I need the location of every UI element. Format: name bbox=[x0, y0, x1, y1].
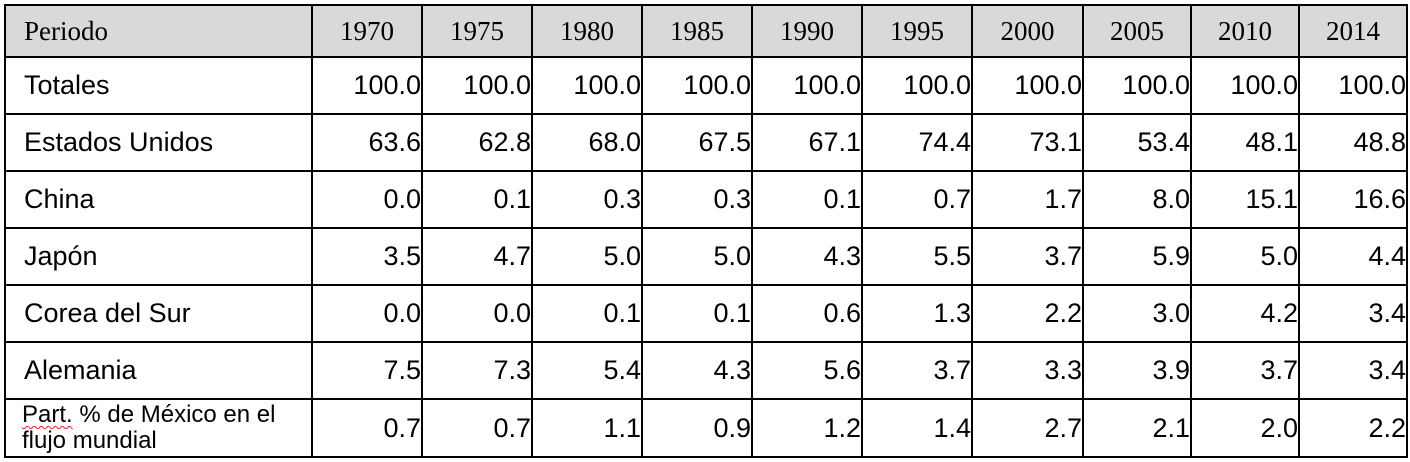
table-cell: 48.1 bbox=[1190, 113, 1300, 172]
table-cell: 0.1 bbox=[531, 284, 643, 343]
table-cell: 0.1 bbox=[421, 170, 533, 229]
table-cell: 5.0 bbox=[1190, 227, 1300, 286]
table-cell: 3.3 bbox=[971, 341, 1084, 400]
row-label-alemania: Alemania bbox=[4, 341, 313, 400]
row-label-corea-del-sur: Corea del Sur bbox=[4, 284, 313, 343]
table-cell: 5.9 bbox=[1082, 227, 1192, 286]
header-year: 2014 bbox=[1298, 4, 1408, 58]
table-cell: 68.0 bbox=[531, 113, 643, 172]
table-cell: 3.7 bbox=[1190, 341, 1300, 400]
header-year: 1980 bbox=[531, 4, 643, 58]
table-cell: 3.5 bbox=[311, 227, 423, 286]
table-row: Corea del Sur 0.0 0.0 0.1 0.1 0.6 1.3 2.… bbox=[4, 284, 1408, 343]
table-cell: 0.9 bbox=[641, 398, 753, 458]
table-cell: 1.1 bbox=[531, 398, 643, 458]
header-row: Periodo 1970 1975 1980 1985 1990 1995 20… bbox=[4, 4, 1408, 58]
header-year: 1995 bbox=[861, 4, 973, 58]
header-year: 1975 bbox=[421, 4, 533, 58]
table-cell: 0.0 bbox=[311, 284, 423, 343]
row-label-text: % de México en el flujo mundial bbox=[22, 401, 276, 454]
header-year: 1985 bbox=[641, 4, 753, 58]
header-year: 2000 bbox=[971, 4, 1084, 58]
table-cell: 100.0 bbox=[421, 56, 533, 115]
table-cell: 4.3 bbox=[751, 227, 863, 286]
table-cell: 100.0 bbox=[751, 56, 863, 115]
table-cell: 2.1 bbox=[1082, 398, 1192, 458]
table-cell: 1.4 bbox=[861, 398, 973, 458]
table-cell: 4.4 bbox=[1298, 227, 1408, 286]
header-year: 2010 bbox=[1190, 4, 1300, 58]
table-cell: 0.3 bbox=[531, 170, 643, 229]
table-row: Alemania 7.5 7.3 5.4 4.3 5.6 3.7 3.3 3.9… bbox=[4, 341, 1408, 400]
table-cell: 0.7 bbox=[861, 170, 973, 229]
table-cell: 7.5 bbox=[311, 341, 423, 400]
table-cell: 2.2 bbox=[971, 284, 1084, 343]
table-row: Estados Unidos 63.6 62.8 68.0 67.5 67.1 … bbox=[4, 113, 1408, 172]
table-row: Part. % de México en el flujo mundial 0.… bbox=[4, 398, 1408, 458]
table-cell: 0.7 bbox=[311, 398, 423, 458]
table-cell: 1.3 bbox=[861, 284, 973, 343]
table-cell: 3.9 bbox=[1082, 341, 1192, 400]
table-cell: 16.6 bbox=[1298, 170, 1408, 229]
table-cell: 0.1 bbox=[751, 170, 863, 229]
row-label-totales: Totales bbox=[4, 56, 313, 115]
data-table: Periodo 1970 1975 1980 1985 1990 1995 20… bbox=[4, 4, 1408, 458]
table-cell: 100.0 bbox=[311, 56, 423, 115]
header-periodo: Periodo bbox=[4, 4, 313, 58]
table-cell: 3.4 bbox=[1298, 341, 1408, 400]
table-cell: 0.0 bbox=[311, 170, 423, 229]
table-cell: 1.7 bbox=[971, 170, 1084, 229]
table-cell: 0.7 bbox=[421, 398, 533, 458]
table-cell: 2.2 bbox=[1298, 398, 1408, 458]
header-year: 1970 bbox=[311, 4, 423, 58]
table-cell: 100.0 bbox=[1298, 56, 1408, 115]
table-cell: 3.4 bbox=[1298, 284, 1408, 343]
table-cell: 1.2 bbox=[751, 398, 863, 458]
table-cell: 74.4 bbox=[861, 113, 973, 172]
table-cell: 48.8 bbox=[1298, 113, 1408, 172]
table-cell: 100.0 bbox=[971, 56, 1084, 115]
table-cell: 4.2 bbox=[1190, 284, 1300, 343]
table-cell: 0.1 bbox=[641, 284, 753, 343]
table-row: China 0.0 0.1 0.3 0.3 0.1 0.7 1.7 8.0 15… bbox=[4, 170, 1408, 229]
spellcheck-word: Part. bbox=[22, 401, 73, 428]
table-cell: 5.6 bbox=[751, 341, 863, 400]
table-cell: 2.0 bbox=[1190, 398, 1300, 458]
table-cell: 100.0 bbox=[1190, 56, 1300, 115]
table-cell: 3.7 bbox=[861, 341, 973, 400]
table-cell: 100.0 bbox=[861, 56, 973, 115]
table-cell: 0.3 bbox=[641, 170, 753, 229]
header-year: 2005 bbox=[1082, 4, 1192, 58]
table-cell: 67.5 bbox=[641, 113, 753, 172]
row-label-part-mexico: Part. % de México en el flujo mundial bbox=[4, 398, 313, 458]
table-cell: 100.0 bbox=[531, 56, 643, 115]
table-row: Japón 3.5 4.7 5.0 5.0 4.3 5.5 3.7 5.9 5.… bbox=[4, 227, 1408, 286]
table-cell: 8.0 bbox=[1082, 170, 1192, 229]
table-cell: 62.8 bbox=[421, 113, 533, 172]
table-cell: 67.1 bbox=[751, 113, 863, 172]
table-cell: 63.6 bbox=[311, 113, 423, 172]
table-cell: 3.7 bbox=[971, 227, 1084, 286]
table-cell: 5.4 bbox=[531, 341, 643, 400]
table-cell: 7.3 bbox=[421, 341, 533, 400]
row-label-estados-unidos: Estados Unidos bbox=[4, 113, 313, 172]
table-cell: 0.6 bbox=[751, 284, 863, 343]
table-cell: 53.4 bbox=[1082, 113, 1192, 172]
row-label-china: China bbox=[4, 170, 313, 229]
table-cell: 0.0 bbox=[421, 284, 533, 343]
table-row: Totales 100.0 100.0 100.0 100.0 100.0 10… bbox=[4, 56, 1408, 115]
table-cell: 5.0 bbox=[531, 227, 643, 286]
table-cell: 5.5 bbox=[861, 227, 973, 286]
table-cell: 15.1 bbox=[1190, 170, 1300, 229]
table-cell: 5.0 bbox=[641, 227, 753, 286]
table-cell: 100.0 bbox=[1082, 56, 1192, 115]
table-cell: 4.3 bbox=[641, 341, 753, 400]
row-label-japon: Japón bbox=[4, 227, 313, 286]
table-cell: 73.1 bbox=[971, 113, 1084, 172]
table-cell: 3.0 bbox=[1082, 284, 1192, 343]
table-cell: 2.7 bbox=[971, 398, 1084, 458]
table-cell: 100.0 bbox=[641, 56, 753, 115]
header-year: 1990 bbox=[751, 4, 863, 58]
table-cell: 4.7 bbox=[421, 227, 533, 286]
